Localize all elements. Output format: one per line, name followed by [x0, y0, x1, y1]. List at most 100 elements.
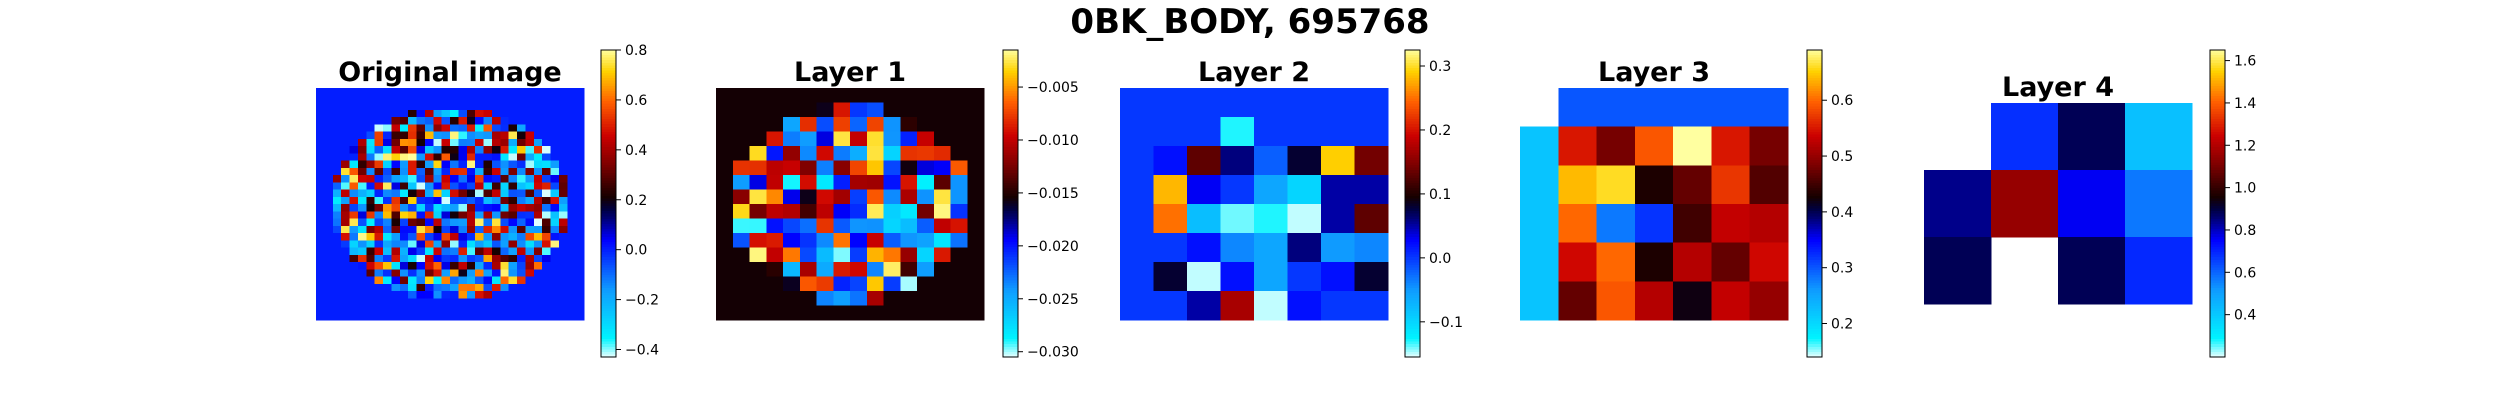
colorbar-band [1003, 270, 1018, 274]
heatmap-cell [550, 88, 560, 96]
colorbar-band [601, 116, 616, 120]
colorbar-band [1003, 124, 1018, 128]
colorbar-band [1405, 139, 1420, 143]
colorbar-band [1807, 124, 1822, 128]
heatmap-cell [408, 305, 418, 314]
heatmap-cell [866, 291, 885, 307]
heatmap-cell [749, 131, 767, 147]
heatmap-cell [374, 262, 384, 270]
heatmap-cell [533, 102, 543, 111]
heatmap-cell [458, 182, 468, 191]
heatmap-cell [550, 240, 560, 249]
heatmap-cell [550, 138, 560, 147]
heatmap-cell [533, 247, 543, 256]
heatmap-cell [399, 225, 409, 234]
heatmap-cell [357, 204, 367, 212]
heatmap-cell [542, 175, 552, 183]
heatmap-cell [383, 102, 392, 111]
heatmap-cell [399, 312, 409, 321]
heatmap-cell [508, 146, 518, 154]
heatmap-cell [567, 131, 577, 140]
heatmap-cell [967, 262, 985, 278]
heatmap-cell [424, 167, 434, 176]
heatmap-cell [749, 204, 767, 220]
heatmap-cell [766, 146, 784, 162]
heatmap-cell [558, 240, 568, 249]
heatmap-cell [374, 196, 384, 205]
colorbar-band [1807, 246, 1822, 251]
colorbar-band [1405, 257, 1420, 261]
heatmap-cell [366, 305, 376, 314]
heatmap-cell [525, 312, 535, 321]
heatmap-cell [433, 240, 443, 249]
heatmap-cell [550, 131, 560, 140]
heatmap-cell [450, 225, 459, 234]
colorbar-band [2210, 346, 2225, 350]
heatmap-cell [374, 291, 384, 299]
colorbar-band [2210, 213, 2225, 217]
colorbar-band [2210, 351, 2225, 356]
colorbar-band [1003, 244, 1018, 248]
heatmap-cell [433, 283, 443, 292]
heatmap-cell [491, 146, 501, 154]
colorbar-band [601, 119, 616, 123]
heatmap-cell [933, 262, 952, 278]
heatmap-cell [383, 269, 392, 278]
heatmap-cell [441, 269, 451, 278]
heatmap-cell [357, 254, 367, 263]
heatmap-cell [341, 240, 351, 249]
heatmap-cell [558, 305, 568, 314]
colorbar-band [2210, 267, 2225, 271]
heatmap-cell [450, 211, 459, 220]
heatmap-cell [749, 175, 767, 191]
heatmap-cell [424, 291, 434, 299]
colorbar-band [1405, 303, 1420, 307]
heatmap-cell [533, 196, 543, 205]
colorbar-band [1405, 216, 1420, 220]
colorbar-band [1807, 101, 1822, 105]
heatmap-cell [567, 175, 577, 183]
heatmap-cell [1254, 291, 1289, 321]
colorbar-band [1003, 67, 1018, 72]
heatmap-cell [491, 153, 501, 162]
heatmap-cell [491, 312, 501, 321]
heatmap-cell [575, 146, 585, 154]
colorbar-band [1807, 160, 1822, 164]
heatmap-cell [433, 291, 443, 299]
colorbar-band [1405, 136, 1420, 141]
heatmap-cell [324, 95, 334, 104]
heatmap-cell [416, 218, 426, 227]
heatmap-cell [491, 262, 501, 270]
heatmap-cell [833, 204, 851, 220]
colorbar-band [601, 121, 616, 125]
heatmap-cell [383, 109, 392, 118]
colorbar-band [1807, 318, 1822, 322]
heatmap-cell [766, 117, 784, 133]
heatmap-cell [475, 218, 485, 227]
heatmap-cell [324, 218, 334, 227]
heatmap-cell [399, 254, 409, 263]
heatmap-cell [416, 189, 426, 198]
heatmap-cell [424, 225, 434, 234]
heatmap-cell [332, 225, 342, 234]
colorbar-band [1405, 339, 1420, 343]
colorbar-band [2210, 50, 2225, 54]
heatmap-cell [766, 276, 784, 292]
colorbar-band [1003, 208, 1018, 212]
colorbar-band [1405, 229, 1420, 233]
heatmap-cell [341, 131, 351, 140]
colorbar-tick-label: −0.2 [625, 293, 659, 309]
heatmap-cell [732, 218, 751, 234]
heatmap-cell [816, 189, 834, 205]
colorbar-band [1003, 85, 1018, 89]
colorbar-band [1003, 139, 1018, 143]
heatmap-cell [458, 225, 468, 234]
colorbar-band [1003, 121, 1018, 125]
heatmap-cell [458, 189, 468, 198]
heatmap-cell [366, 254, 376, 263]
heatmap-cell [575, 102, 585, 111]
heatmap-cell [491, 225, 501, 234]
heatmap-cell [416, 276, 426, 285]
colorbar-tick-label: 0.2 [1429, 123, 1451, 139]
heatmap-cell [408, 225, 418, 234]
